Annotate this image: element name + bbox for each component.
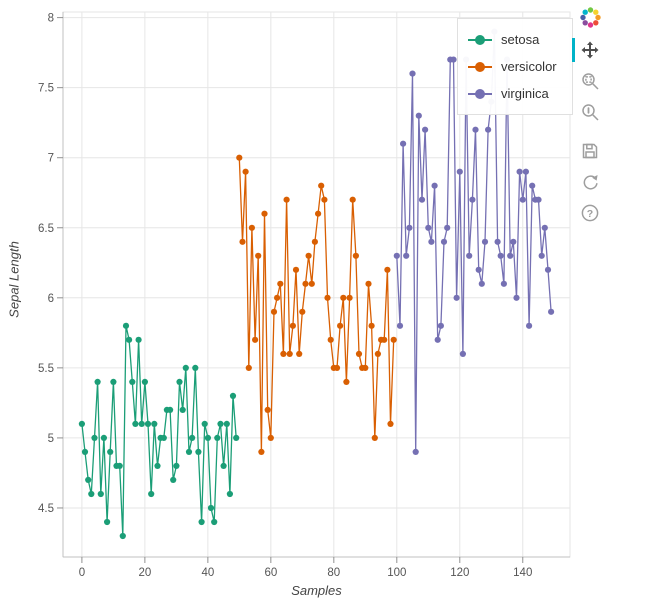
y-axis-label: Sepal Length <box>6 241 22 318</box>
box-zoom-icon <box>582 73 599 90</box>
svg-text:6: 6 <box>48 293 54 305</box>
svg-text:20: 20 <box>138 567 151 579</box>
legend-item-virginica: virginica <box>468 80 562 107</box>
wheel-zoom-icon <box>582 104 599 121</box>
save-icon <box>582 143 598 159</box>
help-glyph: ? <box>587 208 593 220</box>
svg-text:4.5: 4.5 <box>38 503 54 515</box>
svg-text:5.5: 5.5 <box>38 363 54 375</box>
svg-text:80: 80 <box>327 567 340 579</box>
pan-tool-button[interactable] <box>572 38 602 62</box>
legend-item-versicolor: versicolor <box>468 53 562 80</box>
setosa-marker-icon <box>468 34 492 45</box>
bokeh-logo-icon <box>579 7 601 28</box>
svg-text:7.5: 7.5 <box>38 83 54 95</box>
svg-text:140: 140 <box>513 567 532 579</box>
virginica-marker-icon <box>468 88 492 99</box>
reset-tool-button[interactable] <box>578 170 602 194</box>
svg-text:40: 40 <box>201 567 214 579</box>
toolbar: ? <box>572 4 605 232</box>
svg-text:0: 0 <box>79 567 85 579</box>
x-axis-label: Samples <box>291 583 342 598</box>
svg-text:5: 5 <box>48 433 54 445</box>
svg-text:60: 60 <box>264 567 277 579</box>
reset-icon <box>583 175 598 190</box>
svg-text:100: 100 <box>387 567 406 579</box>
legend-label-setosa: setosa <box>501 32 540 47</box>
help-tool-button[interactable]: ? <box>578 201 602 225</box>
legend: setosa versicolor virginica <box>457 18 573 115</box>
box-zoom-tool-button[interactable] <box>578 69 602 93</box>
active-tool-indicator <box>572 38 575 62</box>
help-icon: ? <box>581 204 599 222</box>
wheel-zoom-tool-button[interactable] <box>578 100 602 124</box>
legend-label-versicolor: versicolor <box>501 59 557 74</box>
pan-icon <box>581 41 599 59</box>
save-tool-button[interactable] <box>578 139 602 163</box>
bokeh-logo[interactable] <box>577 4 604 31</box>
svg-text:120: 120 <box>450 567 469 579</box>
versicolor-marker-icon <box>468 61 492 72</box>
legend-item-setosa: setosa <box>468 26 562 53</box>
svg-text:7: 7 <box>48 153 54 165</box>
svg-text:6.5: 6.5 <box>38 223 54 235</box>
legend-label-virginica: virginica <box>501 86 549 101</box>
svg-text:8: 8 <box>48 13 54 25</box>
